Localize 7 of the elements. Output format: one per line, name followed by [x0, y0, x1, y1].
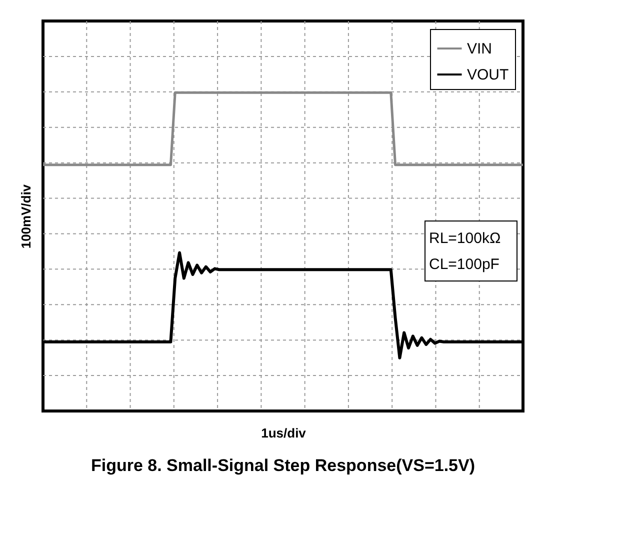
- text: Figure 8. Small-Signal Step Response(VS=1.5V): [90, 456, 476, 475]
- y-axis-title: 100mV/div: [18, 184, 34, 249]
- legend-label: VIN: [467, 40, 492, 58]
- annotation: RL=100kΩ: [429, 230, 501, 247]
- legend-label: VOUT: [467, 66, 509, 84]
- x-axis-title: 1us/div: [261, 426, 307, 440]
- annotation: CL=100pF: [429, 256, 500, 273]
